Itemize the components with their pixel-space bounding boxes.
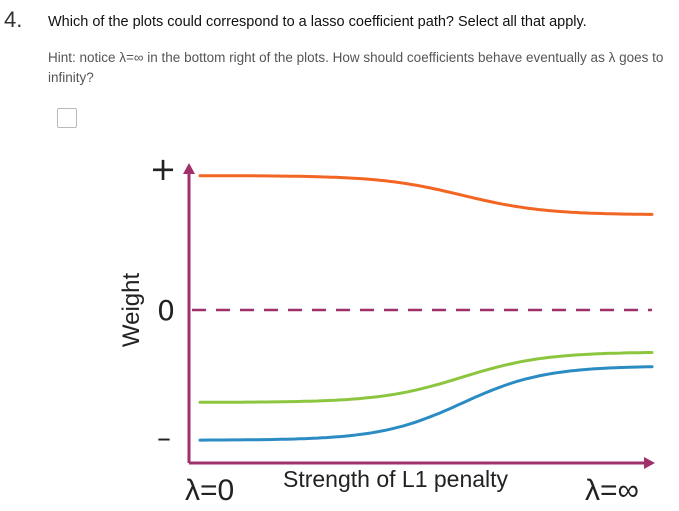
series-line-green — [198, 351, 654, 404]
x-end-label: λ=∞ — [585, 474, 639, 507]
y-axis-arrowhead — [183, 163, 195, 174]
series-layer — [198, 174, 654, 442]
y-tick-minus: – — [157, 421, 171, 454]
question-number: 4. — [4, 7, 23, 32]
series-line-orange — [198, 174, 654, 216]
series-line-blue — [198, 365, 654, 442]
y-tick-plus: + — [150, 150, 177, 188]
y-axis-label: Weight — [118, 273, 145, 348]
x-axis-arrowhead — [644, 457, 655, 469]
question-text: Which of the plots could correspond to a… — [48, 14, 587, 30]
answer-checkbox[interactable] — [57, 108, 77, 128]
y-tick-zero: 0 — [157, 294, 175, 327]
x-axis-label: Strength of L1 penalty — [283, 466, 509, 492]
question-hint: Hint: notice λ=∞ in the bottom right of … — [48, 50, 664, 85]
x-start-label: λ=0 — [185, 474, 234, 507]
